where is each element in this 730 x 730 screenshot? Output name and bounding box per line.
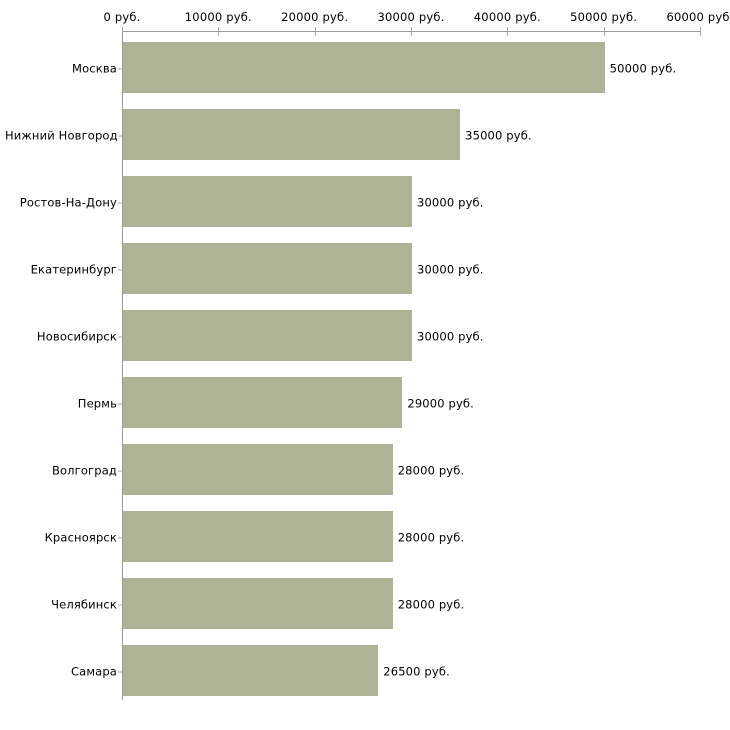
x-axis-tick (507, 27, 509, 36)
x-axis-tick (700, 27, 701, 36)
category-label-wrap: Волгоград (0, 437, 117, 504)
bar-value-label: 50000 руб. (609, 61, 677, 75)
bar-value-label: 28000 руб. (397, 530, 465, 544)
bar-row: Москва 50000 руб. (0, 35, 730, 102)
category-label: Челябинск (51, 597, 117, 611)
category-label: Москва (72, 61, 117, 75)
category-label: Волгоград (51, 463, 117, 477)
x-axis-tick (122, 27, 123, 36)
category-label: Ростов-На-Дону (19, 195, 117, 209)
category-axis-tick (118, 671, 122, 672)
bar-value-label: 30000 руб. (417, 195, 484, 209)
x-axis-tick-label: 40000 руб. (473, 10, 541, 24)
category-axis-tick (118, 403, 122, 404)
category-axis-tick (118, 537, 122, 538)
category-axis-tick (118, 68, 122, 69)
category-label-wrap: Красноярск (0, 504, 117, 571)
x-axis-tick-label: 0 руб. (103, 10, 141, 24)
category-axis-tick (118, 604, 122, 605)
bar[interactable] (123, 176, 412, 227)
bar-row: Челябинск 28000 руб. (0, 571, 730, 638)
bar[interactable] (123, 578, 393, 629)
x-axis-tick (314, 27, 316, 36)
x-axis-tick-label: 10000 руб. (184, 10, 252, 24)
bar-row: Екатеринбург 30000 руб. (0, 236, 730, 303)
bar[interactable] (123, 511, 393, 562)
bar-value-label: 26500 руб. (383, 664, 450, 678)
bar-row: Пермь 29000 руб. (0, 370, 730, 437)
category-label: Пермь (77, 396, 117, 410)
category-axis-tick (118, 135, 122, 136)
category-label-wrap: Екатеринбург (0, 236, 117, 303)
category-label: Красноярск (44, 530, 117, 544)
bar[interactable] (123, 243, 412, 294)
category-label-wrap: Москва (0, 35, 117, 102)
bar-row: Нижний Новгород 35000 руб. (0, 102, 730, 169)
category-label-wrap: Самара (0, 638, 117, 705)
category-axis-tick (118, 202, 122, 203)
bar-row: Самара 26500 руб. (0, 638, 730, 705)
plot-area: Москва 50000 руб. Нижний Новгород 35000 руб… (0, 32, 730, 730)
category-label: Новосибирск (36, 329, 117, 343)
bar[interactable] (123, 444, 393, 495)
x-axis: 0 руб. 10000 руб. 20000 руб. 30000 руб. 4000… (0, 0, 730, 36)
bar-row: Волгоград 28000 руб. (0, 437, 730, 504)
bar-row: Ростов-На-Дону 30000 руб. (0, 169, 730, 236)
category-label-wrap: Пермь (0, 370, 117, 437)
category-label: Нижний Новгород (5, 128, 118, 142)
y-axis-line (122, 32, 123, 700)
bar[interactable] (123, 42, 605, 93)
category-label-wrap: Ростов-На-Дону (0, 169, 117, 236)
bar-value-label: 30000 руб. (417, 262, 484, 276)
category-label-wrap: Новосибирск (0, 303, 117, 370)
bar-value-label: 29000 руб. (407, 396, 474, 410)
category-axis-tick (118, 269, 122, 270)
category-axis-tick (118, 336, 122, 337)
bar-value-label: 28000 руб. (397, 597, 465, 611)
x-axis-tick (603, 27, 605, 36)
category-label-wrap: Нижний Новгород (0, 102, 118, 169)
x-axis-tick (411, 27, 412, 36)
bar-row: Новосибирск 30000 руб. (0, 303, 730, 370)
bar-value-label: 30000 руб. (417, 329, 484, 343)
x-axis-tick-label: 60000 руб. (666, 10, 730, 24)
bar[interactable] (123, 310, 412, 361)
bar[interactable] (123, 377, 403, 428)
bar-row: Красноярск 28000 руб. (0, 504, 730, 571)
x-axis-tick (218, 27, 220, 36)
x-axis-tick-label: 20000 руб. (281, 10, 349, 24)
bar-value-label: 28000 руб. (397, 463, 465, 477)
bar-value-label: 35000 руб. (465, 128, 532, 142)
category-label: Екатеринбург (30, 262, 117, 276)
bar[interactable] (123, 645, 379, 696)
x-axis-tick-label: 30000 руб. (377, 10, 445, 24)
category-label: Самара (70, 664, 117, 678)
x-axis-tick-label: 50000 руб. (570, 10, 638, 24)
bar[interactable] (123, 109, 461, 160)
category-label-wrap: Челябинск (0, 571, 117, 638)
category-axis-tick (118, 470, 122, 471)
